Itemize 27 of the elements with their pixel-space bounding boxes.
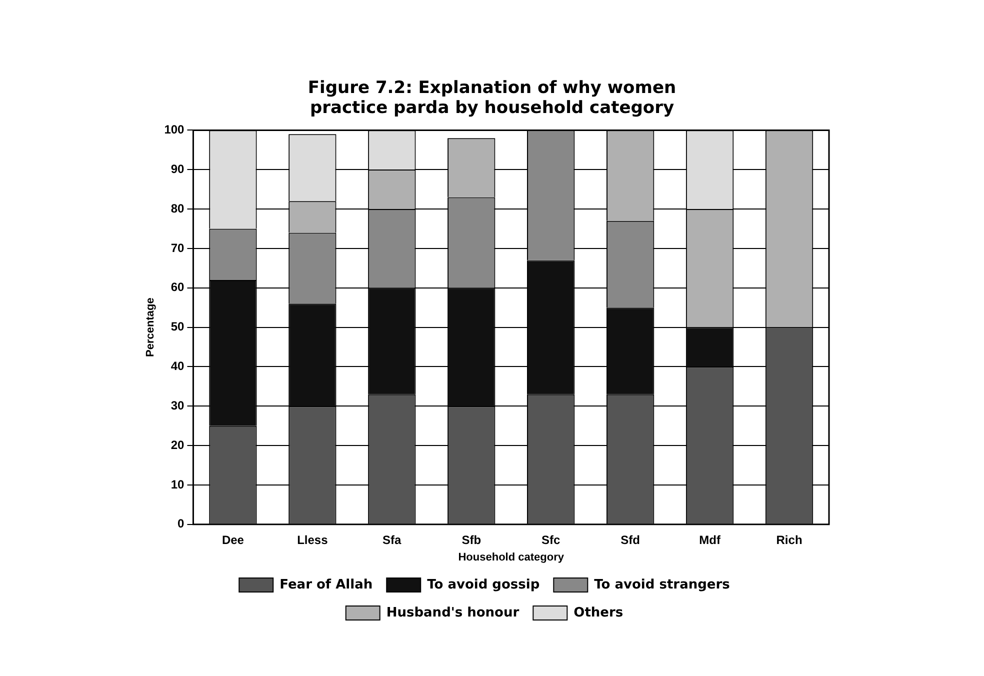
y-tick-label: 90 <box>170 162 185 176</box>
x-tick-label: Sfa <box>382 532 402 547</box>
x-tick-label: Rich <box>776 532 802 547</box>
y-tick-label: 80 <box>170 201 185 216</box>
y-tick-label: 60 <box>170 280 185 294</box>
y-axis-title: Percentage <box>144 298 157 357</box>
x-tick-label: Dee <box>222 532 244 547</box>
x-tick-label: Mdf <box>699 532 722 547</box>
y-tick-label: 70 <box>170 240 185 255</box>
legend-label: Fear of Allah <box>280 577 373 592</box>
y-tick-label: 50 <box>170 320 185 334</box>
y-tick-label: 20 <box>170 438 185 452</box>
y-tick-label: 30 <box>170 398 185 412</box>
chart-title: Figure 7.2: Explanation of why women practice parda by household category <box>306 78 678 118</box>
y-tick-label: 0 <box>178 516 185 531</box>
legend-label: Others <box>574 605 624 620</box>
x-tick-label: Sfc <box>542 532 561 547</box>
legend-label: To avoid gossip <box>427 577 540 592</box>
y-tick-label: 40 <box>170 359 185 374</box>
y-tick-label: 100 <box>164 122 185 137</box>
x-tick-label: Lless <box>297 532 328 547</box>
x-tick-label: Sfb <box>462 532 482 547</box>
legend-label: Husband's honour <box>386 605 520 620</box>
x-axis-title: Household category <box>458 551 565 564</box>
x-tick-label: Sfd <box>620 532 640 547</box>
legend-label: To avoid strangers <box>594 577 730 592</box>
y-tick-label: 10 <box>170 477 185 492</box>
